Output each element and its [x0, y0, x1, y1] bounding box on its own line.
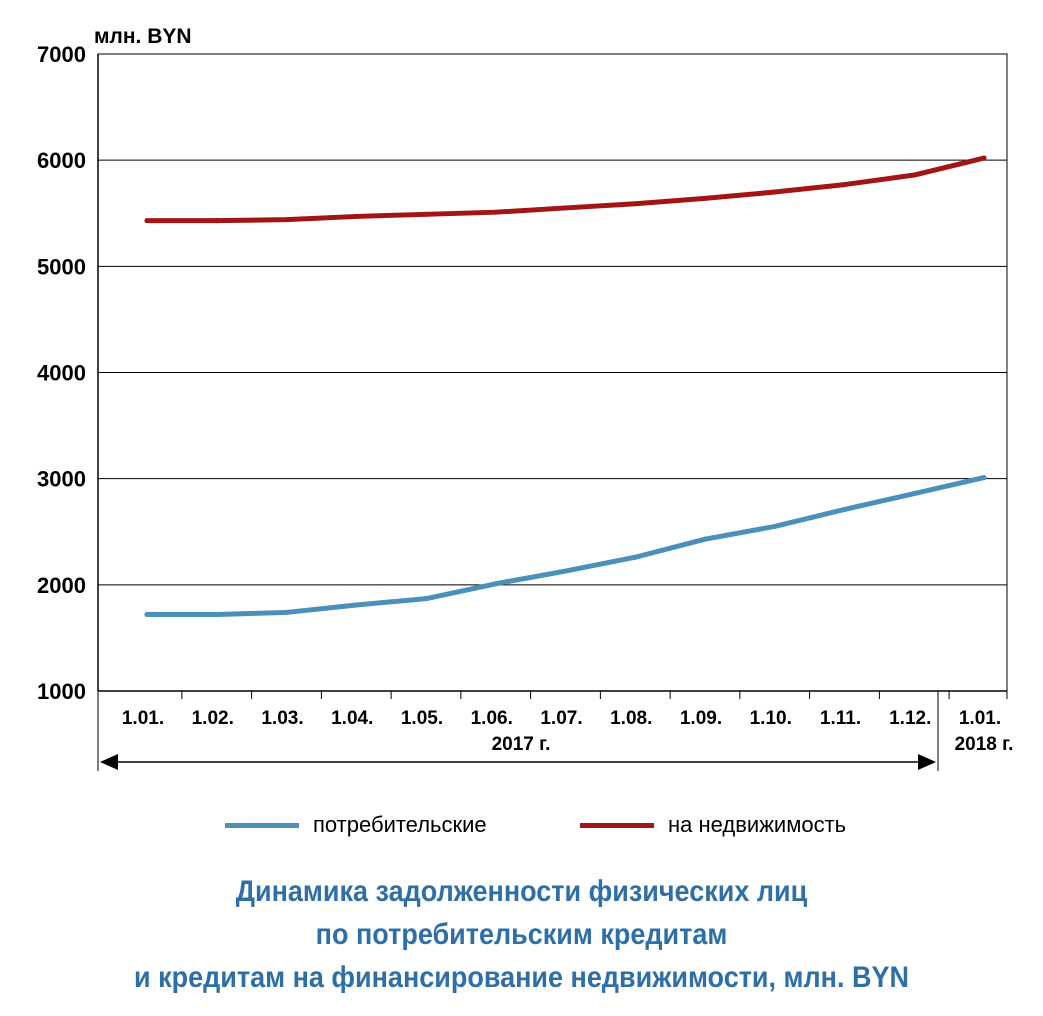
x-tick-label: 1.12. [889, 708, 931, 729]
chart-title-line-1: Динамика задолженности физических лиц [235, 875, 808, 908]
y-tick-label: 2000 [37, 573, 86, 598]
series-lines [144, 155, 987, 618]
data-point [702, 195, 708, 201]
data-point [493, 209, 499, 215]
data-point [214, 612, 220, 618]
data-point [911, 172, 917, 178]
y-tick-label: 6000 [37, 148, 86, 173]
legend-label-real-estate: на недвижимость [668, 812, 847, 837]
line-chart: млн. BYN 1000 2000 3000 4000 5000 6000 7000 1.… [37, 25, 1014, 771]
y-tick-label: 3000 [37, 467, 86, 492]
y-unit-label: млн. BYN [94, 25, 192, 48]
legend-item-consumer: потребительские [225, 812, 487, 838]
x-tick-label: 1.09. [680, 708, 722, 729]
data-point [911, 491, 917, 497]
x-tick-labels: 1.01. 1.02. 1.03. 1.04. 1.05. 1.06. 1.07. 1.08.… [122, 708, 1014, 755]
series-line-consumer [144, 475, 987, 618]
period-arrow-left-head [100, 754, 118, 770]
data-point [842, 182, 847, 188]
series-line-real-estate [144, 155, 987, 224]
chart-title-line-2: по потребительским кредитам [315, 918, 728, 951]
data-point [284, 217, 289, 223]
y-tick-label: 4000 [37, 361, 86, 386]
x-year-label-last: 2018 г. [955, 734, 1014, 755]
data-point [981, 155, 987, 161]
axes [97, 53, 1008, 771]
data-point [772, 523, 778, 529]
period-arrow [100, 754, 936, 770]
x-tick-label: 1.03. [261, 708, 303, 729]
legend-swatch-real-estate [580, 822, 654, 828]
data-point [772, 189, 778, 195]
legend: потребительские на недвижимость [0, 812, 1043, 852]
data-point [423, 596, 429, 602]
data-point [563, 205, 568, 211]
legend-label-consumer: потребительские [313, 812, 487, 837]
x-tick-label: 1.07. [540, 708, 582, 729]
x-tick-label: 1.06. [471, 708, 513, 729]
x-tick-label: 1.01. [122, 708, 164, 729]
y-tick-label: 1000 [37, 679, 86, 704]
data-point [702, 536, 708, 542]
chart-title: Динамика задолженности физических лиц по… [52, 870, 991, 999]
x-tick-label: 1.04. [331, 708, 373, 729]
data-point [353, 213, 359, 219]
x-year-label-main: 2017 г. [492, 734, 551, 755]
y-tick-label: 5000 [37, 254, 86, 279]
y-tick-labels: 1000 2000 3000 4000 5000 6000 7000 [37, 42, 86, 704]
period-arrow-right-head [918, 754, 936, 770]
data-point [214, 218, 220, 224]
data-point [423, 211, 429, 217]
data-point [144, 612, 150, 618]
x-tick-label: 1.10. [750, 708, 792, 729]
data-point [842, 506, 847, 512]
data-point [632, 201, 638, 207]
data-point [353, 602, 359, 608]
x-tick-label: 1.05. [401, 708, 443, 729]
data-point [632, 554, 638, 560]
data-point [284, 609, 289, 615]
data-point [144, 218, 150, 224]
x-tick-label: 1.08. [610, 708, 652, 729]
legend-item-real-estate: на недвижимость [580, 812, 846, 838]
x-tick-label: 1.01. [959, 708, 1001, 729]
data-point [563, 568, 568, 574]
y-tick-label: 7000 [37, 42, 86, 67]
data-point [981, 475, 987, 481]
chart-title-line-3: и кредитам на финансирование недвижимост… [134, 961, 909, 994]
x-tick-label: 1.11. [820, 708, 861, 729]
data-point [493, 581, 499, 587]
x-tick-label: 1.02. [192, 708, 234, 729]
legend-swatch-consumer [225, 822, 299, 828]
